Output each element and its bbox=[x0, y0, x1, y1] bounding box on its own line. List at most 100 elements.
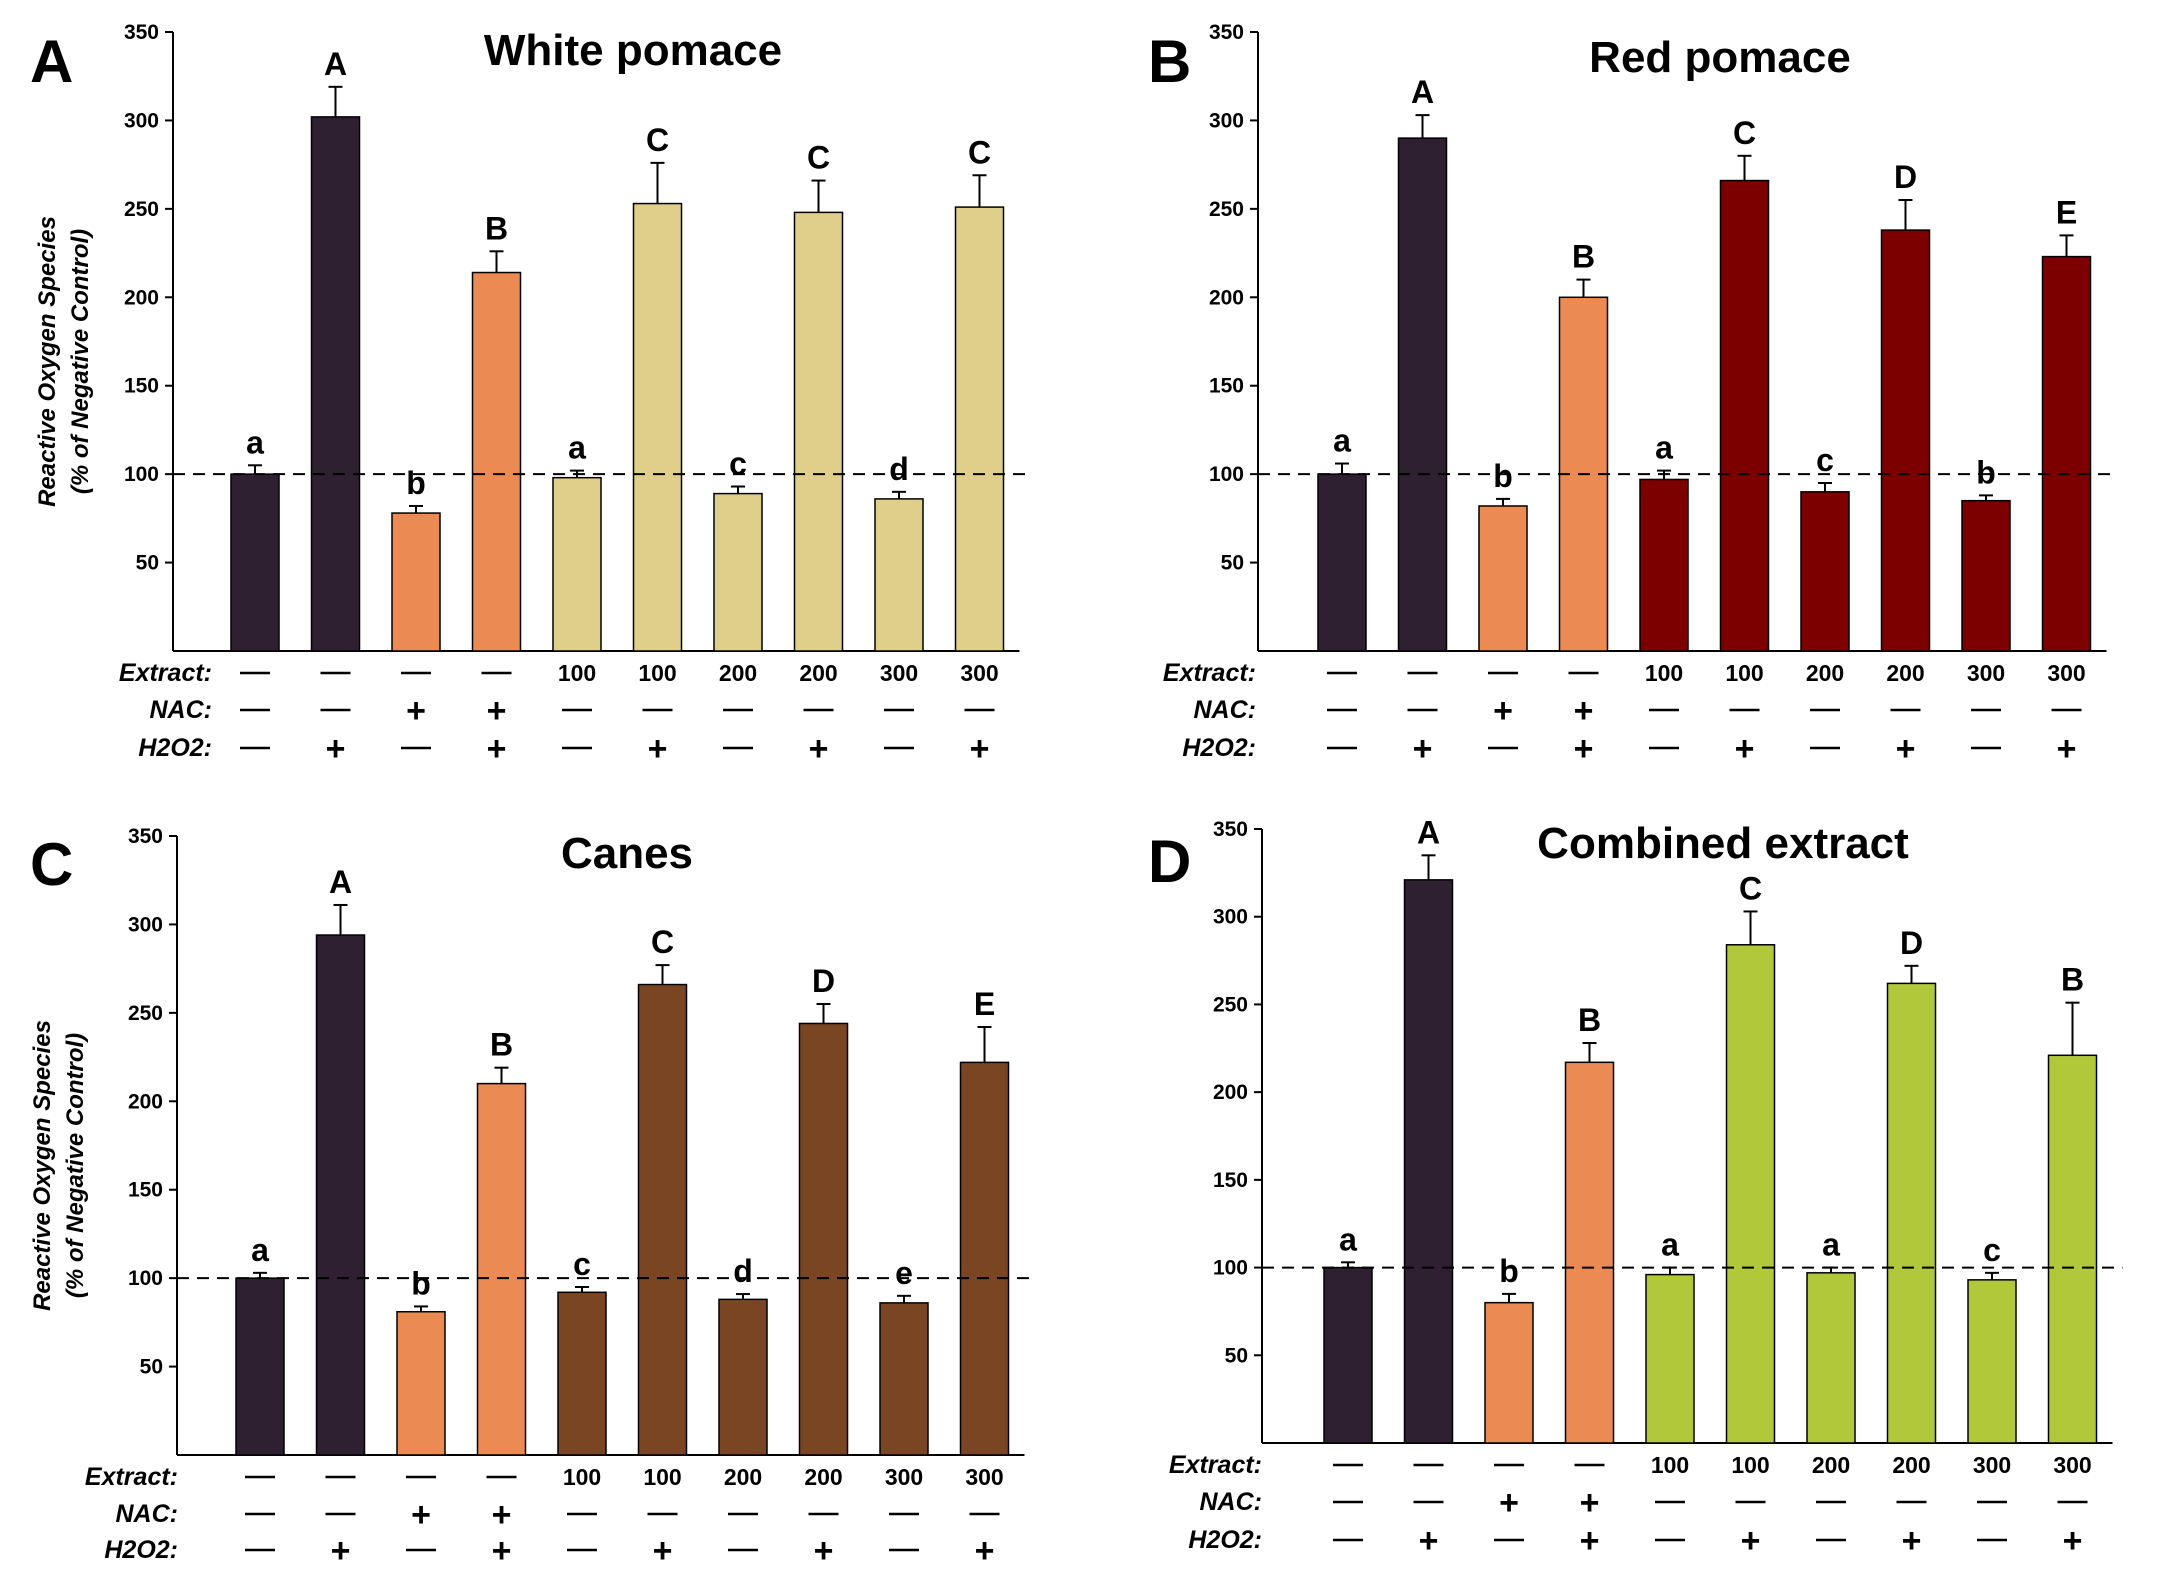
significance-letter: A bbox=[1411, 74, 1434, 110]
condition-value: 300 bbox=[880, 660, 918, 686]
y-axis-sublabel: (% of Negative Control) bbox=[67, 229, 94, 494]
condition-value: 100 bbox=[643, 1464, 681, 1490]
significance-letter: a bbox=[246, 424, 264, 460]
bar bbox=[1478, 505, 1528, 652]
significance-letter: B bbox=[2061, 962, 2084, 998]
condition-value: 200 bbox=[1886, 660, 1924, 686]
y-tick-label: 200 bbox=[1209, 286, 1244, 309]
bar bbox=[793, 211, 844, 652]
bar bbox=[954, 206, 1005, 652]
condition-plus: + bbox=[1574, 692, 1594, 730]
y-tick-label: 350 bbox=[1209, 21, 1244, 44]
bar bbox=[2041, 255, 2092, 652]
bar bbox=[1397, 137, 1448, 652]
significance-letter: a bbox=[1655, 430, 1673, 466]
condition-value: 200 bbox=[804, 1464, 842, 1490]
bar bbox=[959, 1061, 1010, 1456]
row-label-nac: NAC: bbox=[116, 1500, 179, 1528]
condition-plus: + bbox=[2057, 730, 2077, 768]
condition-plus: + bbox=[1493, 692, 1513, 730]
bar bbox=[879, 1302, 929, 1456]
bar bbox=[1639, 478, 1689, 652]
bar bbox=[874, 498, 924, 652]
significance-letter: a bbox=[1339, 1221, 1357, 1257]
significance-letter: D bbox=[1900, 925, 1923, 961]
bar bbox=[1806, 1272, 1856, 1444]
y-tick-label: 250 bbox=[1213, 993, 1248, 1016]
condition-plus: + bbox=[1499, 1484, 1519, 1522]
y-tick-label: 50 bbox=[136, 552, 159, 575]
significance-letter: c bbox=[1816, 442, 1834, 478]
condition-value: 100 bbox=[638, 660, 676, 686]
bar bbox=[476, 1082, 527, 1456]
row-label-extract: Extract: bbox=[1169, 1451, 1262, 1479]
bar bbox=[798, 1022, 849, 1456]
y-tick-label: 100 bbox=[1213, 1257, 1248, 1280]
condition-plus: + bbox=[814, 1532, 834, 1570]
row-label-h2o2: H2O2: bbox=[1182, 734, 1256, 762]
y-tick-label: 200 bbox=[1213, 1081, 1248, 1104]
condition-plus: + bbox=[331, 1532, 351, 1570]
panel-letter: B bbox=[1148, 28, 1191, 95]
condition-plus: + bbox=[2063, 1522, 2083, 1560]
bar bbox=[1719, 179, 1770, 652]
y-axis-sublabel: (% of Negative Control) bbox=[62, 1033, 89, 1298]
significance-letter: C bbox=[807, 140, 830, 176]
significance-letter: B bbox=[485, 210, 508, 246]
condition-value: 200 bbox=[799, 660, 837, 686]
condition-value: 100 bbox=[563, 1464, 601, 1490]
condition-value: 300 bbox=[960, 660, 998, 686]
y-tick-label: 100 bbox=[124, 463, 159, 486]
bar bbox=[2047, 1054, 2098, 1444]
y-tick-label: 250 bbox=[1209, 198, 1244, 221]
significance-letter: B bbox=[1578, 1002, 1601, 1038]
significance-letter: C bbox=[651, 924, 674, 960]
significance-letter: b bbox=[411, 1265, 431, 1301]
row-label-nac: NAC: bbox=[1200, 1488, 1263, 1516]
condition-value: 300 bbox=[1967, 660, 2005, 686]
condition-plus: + bbox=[1896, 730, 1916, 768]
y-tick-label: 350 bbox=[124, 21, 159, 44]
significance-letter: a bbox=[1333, 423, 1351, 459]
y-axis-label: Reactive Oxygen Species bbox=[34, 216, 61, 507]
row-label-nac: NAC: bbox=[150, 696, 213, 724]
significance-letter: A bbox=[1417, 814, 1440, 850]
condition-plus: + bbox=[492, 1532, 512, 1570]
condition-plus: + bbox=[648, 730, 668, 768]
y-tick-label: 300 bbox=[1209, 109, 1244, 132]
y-tick-label: 300 bbox=[128, 913, 163, 936]
bar bbox=[552, 476, 602, 652]
bar bbox=[471, 271, 522, 652]
y-tick-label: 150 bbox=[124, 375, 159, 398]
bar bbox=[632, 202, 683, 652]
significance-letter: B bbox=[1572, 239, 1595, 275]
panel-a: A White pomace Reactive Oxygen Species (% o… bbox=[30, 21, 1030, 768]
y-tick-label: 350 bbox=[128, 825, 163, 848]
bar bbox=[1967, 1279, 2017, 1444]
bar bbox=[557, 1291, 607, 1456]
y-tick-label: 200 bbox=[124, 286, 159, 309]
panel-letter: D bbox=[1148, 828, 1191, 895]
bar bbox=[310, 116, 361, 652]
significance-letter: C bbox=[646, 122, 669, 158]
panel-letter: A bbox=[30, 28, 73, 95]
significance-letter: b bbox=[1493, 458, 1513, 494]
panel-title: Red pomace bbox=[1589, 33, 1851, 82]
condition-plus: + bbox=[1580, 1484, 1600, 1522]
condition-plus: + bbox=[326, 730, 346, 768]
bar bbox=[1317, 473, 1367, 652]
significance-letter: a bbox=[1661, 1227, 1679, 1263]
significance-letter: C bbox=[1733, 115, 1756, 151]
row-label-h2o2: H2O2: bbox=[138, 734, 212, 762]
row-label-extract: Extract: bbox=[1163, 659, 1256, 687]
bar bbox=[1800, 491, 1850, 652]
significance-letter: c bbox=[729, 446, 747, 482]
y-tick-label: 100 bbox=[128, 1267, 163, 1290]
bar bbox=[1323, 1266, 1373, 1444]
y-tick-label: 150 bbox=[1209, 375, 1244, 398]
significance-letter: b bbox=[406, 465, 426, 501]
condition-plus: + bbox=[975, 1532, 995, 1570]
y-tick-label: 250 bbox=[128, 1002, 163, 1025]
significance-letter: D bbox=[1894, 159, 1917, 195]
condition-value: 300 bbox=[885, 1464, 923, 1490]
